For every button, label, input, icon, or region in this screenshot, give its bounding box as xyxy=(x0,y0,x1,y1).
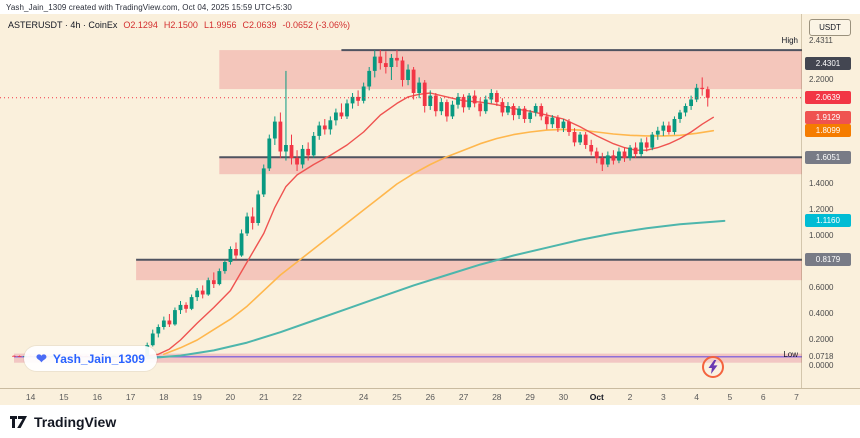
ma-slow-teal[interactable] xyxy=(146,219,726,360)
price-badge: 2.4301 xyxy=(805,56,851,70)
footer-bar: TradingView xyxy=(0,405,860,438)
symbol-legend[interactable]: ASTERUSDT · 4h · CoinEx O2.1294 H2.1500 … xyxy=(8,20,350,30)
lightning-icon xyxy=(708,360,718,374)
supply-demand-zone[interactable] xyxy=(14,353,802,363)
date-label: Oct xyxy=(589,392,604,402)
date-label: 5 xyxy=(727,392,733,402)
date-label: 6 xyxy=(760,392,766,402)
ma-fast-red[interactable] xyxy=(146,92,714,357)
date-label: 28 xyxy=(492,392,502,402)
price-tick: 0.0000 xyxy=(809,361,834,370)
date-label: 25 xyxy=(392,392,402,402)
date-label: 2 xyxy=(627,392,633,402)
ohlc-close: C2.0639 xyxy=(242,20,277,30)
date-label: 3 xyxy=(661,392,666,402)
tradingview-icon[interactable] xyxy=(10,415,28,429)
price-badge: 0.8179 xyxy=(805,253,851,267)
date-label: 4 xyxy=(694,392,699,402)
date-label: 19 xyxy=(192,392,202,402)
date-label: 26 xyxy=(425,392,436,402)
high-marker-label: High xyxy=(781,36,798,45)
price-badge: 2.0639 xyxy=(805,91,851,105)
ma-mid-orange[interactable] xyxy=(163,128,715,356)
price-badge: 1.9129 xyxy=(805,110,851,124)
date-label: 18 xyxy=(159,392,169,402)
date-label: 15 xyxy=(59,392,69,402)
date-label: 24 xyxy=(358,392,369,402)
supply-demand-zone[interactable] xyxy=(136,259,802,281)
time-axis[interactable]: 14 15 16 17 18 19 20 21 22 24 25 26 27 28 29 30 Oct 2 3 4 5 6… xyxy=(0,388,860,405)
ohlc-change: -0.0652 (-3.06%) xyxy=(282,20,351,30)
candlestick-chart[interactable] xyxy=(0,14,802,388)
watermark-username: Yash_Jain_1309 xyxy=(52,351,145,366)
date-label: 21 xyxy=(259,392,269,402)
heart-icon: ❤ xyxy=(36,351,47,366)
attribution-bar: Yash_Jain_1309 created with TradingView.… xyxy=(0,0,860,14)
candles[interactable] xyxy=(12,49,710,357)
low-price-label: 0.0718 xyxy=(809,351,834,361)
boost-button[interactable] xyxy=(702,356,724,378)
low-marker-label: Low xyxy=(783,350,798,359)
price-tick: 2.2000 xyxy=(809,75,834,84)
user-watermark: ❤ Yash_Jain_1309 xyxy=(24,346,157,371)
date-label: 7 xyxy=(794,392,799,402)
price-tick: 1.2000 xyxy=(809,205,834,214)
ohlc-high: H2.1500 xyxy=(163,20,198,30)
ohlc-open: O2.1294 xyxy=(123,20,158,30)
price-badge: 1.8099 xyxy=(805,124,851,138)
price-tick: 1.0000 xyxy=(809,231,834,240)
price-badge: 1.1160 xyxy=(805,214,851,228)
date-label: 20 xyxy=(225,392,236,402)
price-tick: 1.4000 xyxy=(809,179,834,188)
price-badge: 1.6051 xyxy=(805,150,851,164)
date-label: 17 xyxy=(125,392,136,402)
date-label: 30 xyxy=(558,392,569,402)
currency-toggle-button[interactable]: USDT xyxy=(809,19,851,36)
ohlc-low: L1.9956 xyxy=(203,20,237,30)
symbol-title[interactable]: ASTERUSDT · 4h · CoinEx xyxy=(8,20,118,30)
price-axis[interactable]: USDT 2.2000 1.4000 1.2000 1.0000 0.6000 0.400… xyxy=(801,14,860,388)
price-tick: 0.2000 xyxy=(809,335,834,344)
date-label: 27 xyxy=(458,392,469,402)
price-tick: 0.4000 xyxy=(809,309,834,318)
price-tick: 0.6000 xyxy=(809,283,834,292)
date-label: 22 xyxy=(292,392,302,402)
chart-area[interactable]: ASTERUSDT · 4h · CoinEx O2.1294 H2.1500 … xyxy=(0,14,860,388)
date-label: 29 xyxy=(525,392,535,402)
date-label: 14 xyxy=(25,392,36,402)
high-price-label: 2.4311 xyxy=(809,36,833,45)
supply-demand-zone[interactable] xyxy=(219,50,802,90)
supply-demand-zone[interactable] xyxy=(219,157,802,175)
date-label: 16 xyxy=(92,392,103,402)
attribution-text: Yash_Jain_1309 created with TradingView.… xyxy=(6,2,292,12)
tradingview-logo[interactable]: TradingView xyxy=(34,414,117,430)
